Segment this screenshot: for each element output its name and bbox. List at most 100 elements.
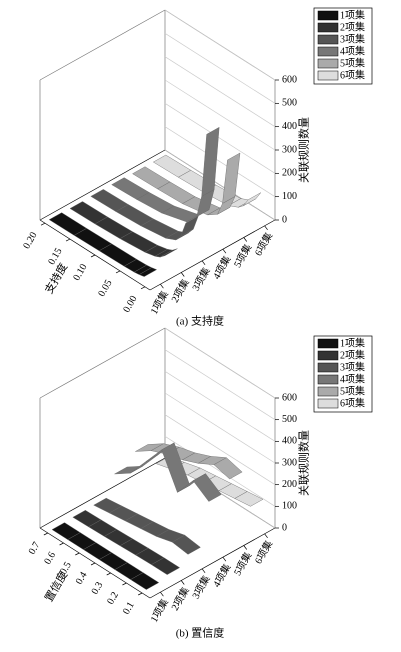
legend-label: 4项集 — [340, 44, 365, 57]
x-tick — [65, 238, 71, 242]
depth-tick-label: 2项集 — [168, 277, 192, 305]
legend-swatch — [317, 34, 339, 45]
ribbon-segment — [180, 215, 199, 237]
ribbon-segment — [138, 267, 158, 277]
grid-line — [164, 371, 276, 442]
grid-line — [164, 392, 276, 464]
depth-tick — [243, 545, 248, 550]
z-tick-label: 200 — [282, 479, 297, 490]
grid-line — [164, 103, 276, 174]
grid-line — [164, 79, 276, 151]
z-tick-label: 500 — [282, 98, 297, 109]
depth-tick-label: 6项集 — [251, 538, 275, 566]
legend-swatch — [317, 22, 339, 33]
z-tick-label: 100 — [282, 501, 297, 512]
caption: (b) 置信度 — [176, 626, 225, 640]
depth-tick-label: 2项集 — [168, 585, 192, 613]
depth-tick — [264, 225, 268, 231]
z-tick-label: 600 — [282, 74, 297, 85]
legend-swatch — [317, 10, 339, 21]
ribbon-segment — [234, 491, 264, 507]
depth-tick — [201, 568, 206, 574]
depth-tick-label: 5项集 — [231, 242, 255, 270]
x-tick-label: 0.4 — [74, 570, 90, 586]
grid-line — [164, 126, 276, 197]
grid-line — [164, 33, 276, 104]
x-tick — [106, 572, 111, 576]
z-tick-label: 300 — [282, 457, 297, 468]
z-axis-label: 关联规则数量 — [297, 117, 311, 183]
ribbon-segment — [213, 457, 243, 480]
x-axis-label: 置信度 — [41, 568, 70, 604]
legend-label: 1项集 — [340, 8, 365, 21]
legend-swatch — [317, 398, 339, 409]
z-tick-label: 100 — [282, 191, 297, 202]
x-tick-label: 0.3 — [90, 580, 106, 596]
depth-tick-label: 3项集 — [189, 265, 213, 293]
x-tick — [40, 222, 46, 226]
x-tick — [43, 532, 49, 536]
legend-label: 3项集 — [340, 32, 365, 45]
floor-edge — [39, 457, 166, 529]
legend-label: 5项集 — [340, 56, 365, 69]
legend-label: 2项集 — [340, 348, 365, 361]
legend-swatch — [317, 362, 339, 373]
x-tick — [122, 582, 127, 586]
x-tick-label: 0.7 — [27, 540, 43, 556]
x-tick — [90, 562, 96, 566]
x-tick — [90, 254, 96, 258]
ribbon-segment — [243, 192, 261, 206]
x-tick — [75, 552, 80, 556]
grid-line — [164, 436, 276, 507]
depth-tick — [222, 556, 227, 562]
legend-label: 5项集 — [340, 384, 365, 397]
legend-swatch — [317, 374, 339, 385]
x-tick-label: 0.20 — [21, 230, 39, 251]
legend-label: 1项集 — [340, 336, 365, 349]
legend-label: 3项集 — [340, 360, 365, 373]
ribbon-segment — [201, 126, 220, 197]
grid-line — [164, 9, 276, 81]
depth-tick — [180, 272, 185, 277]
x-tick-label: 0.05 — [96, 278, 114, 299]
ribbon-segment — [222, 152, 241, 204]
ribbon-segment — [151, 557, 181, 575]
z-tick-label: 200 — [282, 168, 297, 179]
grid-line — [164, 149, 276, 221]
x-tick-label: 0.10 — [71, 262, 89, 283]
ribbon-segment — [192, 473, 222, 502]
box-edge — [39, 9, 166, 81]
depth-tick-label: 1项集 — [147, 288, 171, 316]
legend-label: 4项集 — [340, 372, 365, 385]
depth-tick — [160, 283, 164, 289]
legend-swatch — [317, 350, 339, 361]
z-tick-label: 400 — [282, 436, 297, 447]
legend-swatch — [317, 386, 339, 397]
depth-tick-label: 4项集 — [210, 253, 234, 281]
z-tick-label: 500 — [282, 414, 297, 425]
z-tick-label: 0 — [282, 522, 287, 533]
floor-edge — [149, 219, 276, 291]
ribbon-segment — [171, 534, 201, 555]
ribbon-segment — [159, 248, 178, 258]
ribbon-segment — [130, 572, 160, 590]
grid-line — [164, 56, 276, 127]
x-tick-label: 0.6 — [42, 550, 58, 566]
caption: (a) 支持度 — [176, 314, 224, 328]
floor-edge — [149, 527, 276, 599]
depth-tick-label: 6项集 — [251, 230, 275, 258]
legend-label: 6项集 — [340, 68, 365, 81]
depth-tick — [180, 580, 185, 585]
grid-line — [164, 349, 276, 420]
grid-line — [164, 327, 276, 399]
chart: 0100200300400500600关联规则数量0.000.050.100.1… — [21, 7, 373, 328]
depth-tick — [243, 237, 248, 242]
x-tick — [115, 270, 121, 274]
x-tick — [59, 542, 64, 546]
x-tick-label: 0.2 — [105, 590, 121, 606]
z-axis-label: 关联规则数量 — [297, 430, 311, 496]
x-tick — [137, 592, 143, 596]
legend-label: 2项集 — [340, 20, 365, 33]
depth-tick-label: 4项集 — [210, 561, 234, 589]
